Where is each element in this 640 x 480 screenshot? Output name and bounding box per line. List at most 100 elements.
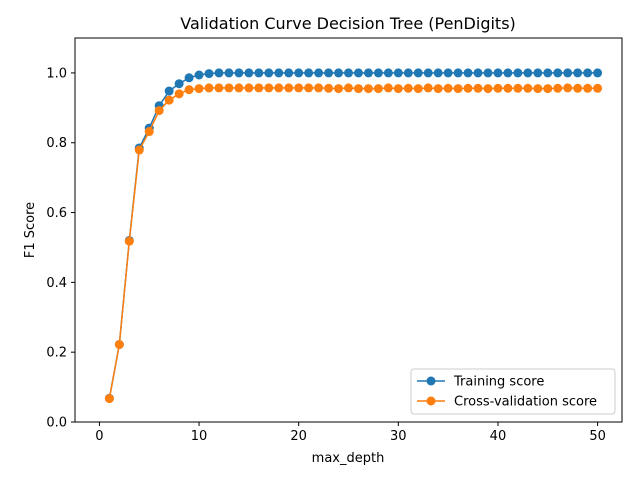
data-point xyxy=(393,68,403,78)
series-training xyxy=(104,68,603,403)
plot-frame xyxy=(74,37,623,423)
data-point xyxy=(324,68,334,78)
data-point xyxy=(204,83,214,93)
data-point xyxy=(363,84,373,94)
y-axis: 0.0 0.2 0.4 0.6 0.8 1.0 xyxy=(46,66,75,431)
data-point xyxy=(204,69,214,79)
x-tick-label: 0 xyxy=(95,429,103,444)
data-point xyxy=(483,68,493,78)
data-point xyxy=(543,68,553,78)
data-point xyxy=(563,83,573,93)
data-point xyxy=(254,83,264,93)
data-point xyxy=(144,127,154,137)
data-point xyxy=(433,68,443,78)
data-point xyxy=(573,68,583,78)
data-point xyxy=(114,340,124,350)
data-point xyxy=(104,394,114,404)
x-tick-label: 50 xyxy=(589,429,606,444)
data-point xyxy=(383,68,393,78)
data-point xyxy=(413,84,423,94)
data-point xyxy=(284,68,294,78)
data-point xyxy=(373,68,383,78)
data-point xyxy=(184,85,194,95)
data-point xyxy=(274,83,284,93)
x-tick-label: 40 xyxy=(490,429,507,444)
data-point xyxy=(403,68,413,78)
data-point xyxy=(154,106,164,116)
data-point xyxy=(244,83,254,93)
data-point xyxy=(244,68,254,78)
series-line xyxy=(108,72,598,399)
x-tick-label: 30 xyxy=(390,429,407,444)
data-point xyxy=(284,83,294,93)
x-tick-label: 20 xyxy=(290,429,307,444)
plot-area xyxy=(74,37,623,423)
data-point xyxy=(453,68,463,78)
data-point xyxy=(563,68,573,78)
data-point xyxy=(533,68,543,78)
data-point xyxy=(413,68,423,78)
y-tick-label: 0.6 xyxy=(46,206,67,221)
data-point xyxy=(373,84,383,94)
data-point xyxy=(324,83,334,93)
x-axis: 0 10 20 30 40 50 xyxy=(95,422,606,444)
data-point xyxy=(224,83,234,93)
data-point xyxy=(363,68,373,78)
data-point xyxy=(164,95,174,105)
legend-item: Cross-validation score xyxy=(417,395,597,410)
data-point xyxy=(443,68,453,78)
data-point xyxy=(553,83,563,93)
chart-title: Validation Curve Decision Tree (PenDigit… xyxy=(180,14,516,33)
y-tick-label: 0.4 xyxy=(46,276,67,291)
legend-label: Cross-validation score xyxy=(454,395,597,410)
y-tick-label: 1.0 xyxy=(46,66,67,81)
y-axis-label: F1 Score xyxy=(23,202,38,258)
data-point xyxy=(214,68,224,78)
data-point xyxy=(294,83,304,93)
y-tick-label: 0.2 xyxy=(46,346,67,361)
data-point xyxy=(453,84,463,94)
legend: Training score Cross-validation score xyxy=(410,368,616,415)
data-point xyxy=(443,83,453,93)
x-tick-label: 10 xyxy=(191,429,208,444)
data-point xyxy=(383,83,393,93)
data-point xyxy=(473,83,483,93)
data-point xyxy=(573,83,583,93)
series-cross-validation xyxy=(104,83,603,404)
data-point xyxy=(124,236,134,246)
data-point xyxy=(264,83,274,93)
y-tick-label: 0.0 xyxy=(46,416,67,431)
data-point xyxy=(473,68,483,78)
data-point xyxy=(294,68,304,78)
data-point xyxy=(184,73,194,83)
legend-item: Training score xyxy=(417,375,544,390)
data-point xyxy=(503,68,513,78)
data-point xyxy=(463,83,473,93)
legend-swatch-marker xyxy=(426,396,436,406)
data-point xyxy=(314,68,324,78)
x-axis-label: max_depth xyxy=(312,451,385,466)
data-point xyxy=(274,68,284,78)
data-point xyxy=(353,84,363,94)
data-point xyxy=(393,84,403,94)
data-point xyxy=(194,70,204,80)
data-point xyxy=(463,68,473,78)
data-point xyxy=(553,68,563,78)
legend-box xyxy=(410,368,616,415)
data-point xyxy=(314,83,324,93)
data-point xyxy=(254,68,264,78)
data-point xyxy=(543,84,553,94)
data-point xyxy=(423,68,433,78)
data-point xyxy=(483,84,493,94)
data-point xyxy=(224,68,234,78)
y-tick-label: 0.8 xyxy=(46,136,67,151)
data-point xyxy=(583,68,593,78)
data-point xyxy=(533,84,543,94)
series-line xyxy=(108,87,598,399)
data-point xyxy=(593,68,603,78)
data-point xyxy=(493,83,503,93)
data-point xyxy=(334,84,344,94)
data-point xyxy=(194,84,204,94)
data-point xyxy=(593,83,603,93)
